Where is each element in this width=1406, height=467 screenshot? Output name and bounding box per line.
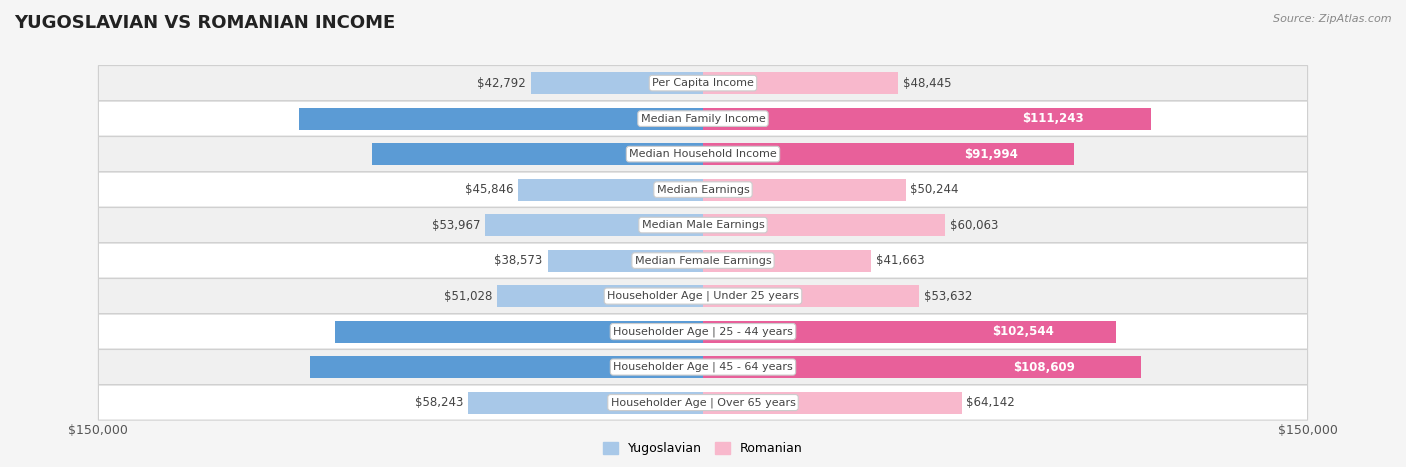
FancyBboxPatch shape	[98, 385, 1308, 420]
Text: $64,142: $64,142	[966, 396, 1015, 409]
Text: Median Female Earnings: Median Female Earnings	[634, 255, 772, 266]
Text: Median Earnings: Median Earnings	[657, 184, 749, 195]
Bar	[371, 143, 703, 165]
FancyBboxPatch shape	[98, 314, 1308, 349]
Text: $42,792: $42,792	[477, 77, 526, 90]
Bar	[530, 72, 703, 94]
FancyBboxPatch shape	[98, 172, 1308, 207]
Bar	[309, 356, 703, 378]
Text: YUGOSLAVIAN VS ROMANIAN INCOME: YUGOSLAVIAN VS ROMANIAN INCOME	[14, 14, 395, 32]
Text: $97,558: $97,558	[644, 361, 697, 374]
Text: $50,244: $50,244	[910, 183, 959, 196]
Text: $41,663: $41,663	[876, 254, 924, 267]
Bar	[299, 107, 703, 130]
Text: $100,119: $100,119	[643, 112, 704, 125]
Text: $60,063: $60,063	[950, 219, 998, 232]
Bar	[498, 285, 703, 307]
FancyBboxPatch shape	[98, 278, 1308, 314]
Text: Source: ZipAtlas.com: Source: ZipAtlas.com	[1274, 14, 1392, 24]
Text: Householder Age | 45 - 64 years: Householder Age | 45 - 64 years	[613, 362, 793, 372]
Text: Median Family Income: Median Family Income	[641, 113, 765, 124]
Text: Householder Age | Over 65 years: Householder Age | Over 65 years	[610, 397, 796, 408]
Text: $102,544: $102,544	[993, 325, 1054, 338]
Bar	[703, 285, 920, 307]
Text: $51,028: $51,028	[444, 290, 492, 303]
Text: $38,573: $38,573	[495, 254, 543, 267]
Text: $91,994: $91,994	[965, 148, 1018, 161]
Text: $53,967: $53,967	[432, 219, 481, 232]
Text: $48,445: $48,445	[903, 77, 952, 90]
Bar	[703, 320, 1116, 343]
Bar	[703, 72, 898, 94]
Bar	[703, 178, 905, 201]
Bar	[703, 143, 1074, 165]
Bar	[519, 178, 703, 201]
Text: $91,368: $91,368	[648, 325, 702, 338]
Text: Median Household Income: Median Household Income	[628, 149, 778, 159]
Text: Per Capita Income: Per Capita Income	[652, 78, 754, 88]
Text: $82,186: $82,186	[654, 148, 707, 161]
FancyBboxPatch shape	[98, 349, 1308, 385]
FancyBboxPatch shape	[98, 207, 1308, 243]
Text: $53,632: $53,632	[924, 290, 973, 303]
Legend: Yugoslavian, Romanian: Yugoslavian, Romanian	[599, 437, 807, 460]
Text: $111,243: $111,243	[1022, 112, 1084, 125]
Bar	[703, 107, 1152, 130]
Bar	[703, 356, 1140, 378]
Bar	[703, 249, 870, 272]
FancyBboxPatch shape	[98, 243, 1308, 278]
Text: $45,846: $45,846	[465, 183, 513, 196]
FancyBboxPatch shape	[98, 65, 1308, 101]
FancyBboxPatch shape	[98, 101, 1308, 136]
Bar	[547, 249, 703, 272]
Bar	[485, 214, 703, 236]
Bar	[703, 214, 945, 236]
FancyBboxPatch shape	[98, 136, 1308, 172]
Text: $58,243: $58,243	[415, 396, 464, 409]
Text: Householder Age | 25 - 44 years: Householder Age | 25 - 44 years	[613, 326, 793, 337]
Bar	[468, 391, 703, 414]
Bar	[703, 391, 962, 414]
Bar	[335, 320, 703, 343]
Text: Median Male Earnings: Median Male Earnings	[641, 220, 765, 230]
Text: $108,609: $108,609	[1014, 361, 1076, 374]
Text: Householder Age | Under 25 years: Householder Age | Under 25 years	[607, 291, 799, 301]
